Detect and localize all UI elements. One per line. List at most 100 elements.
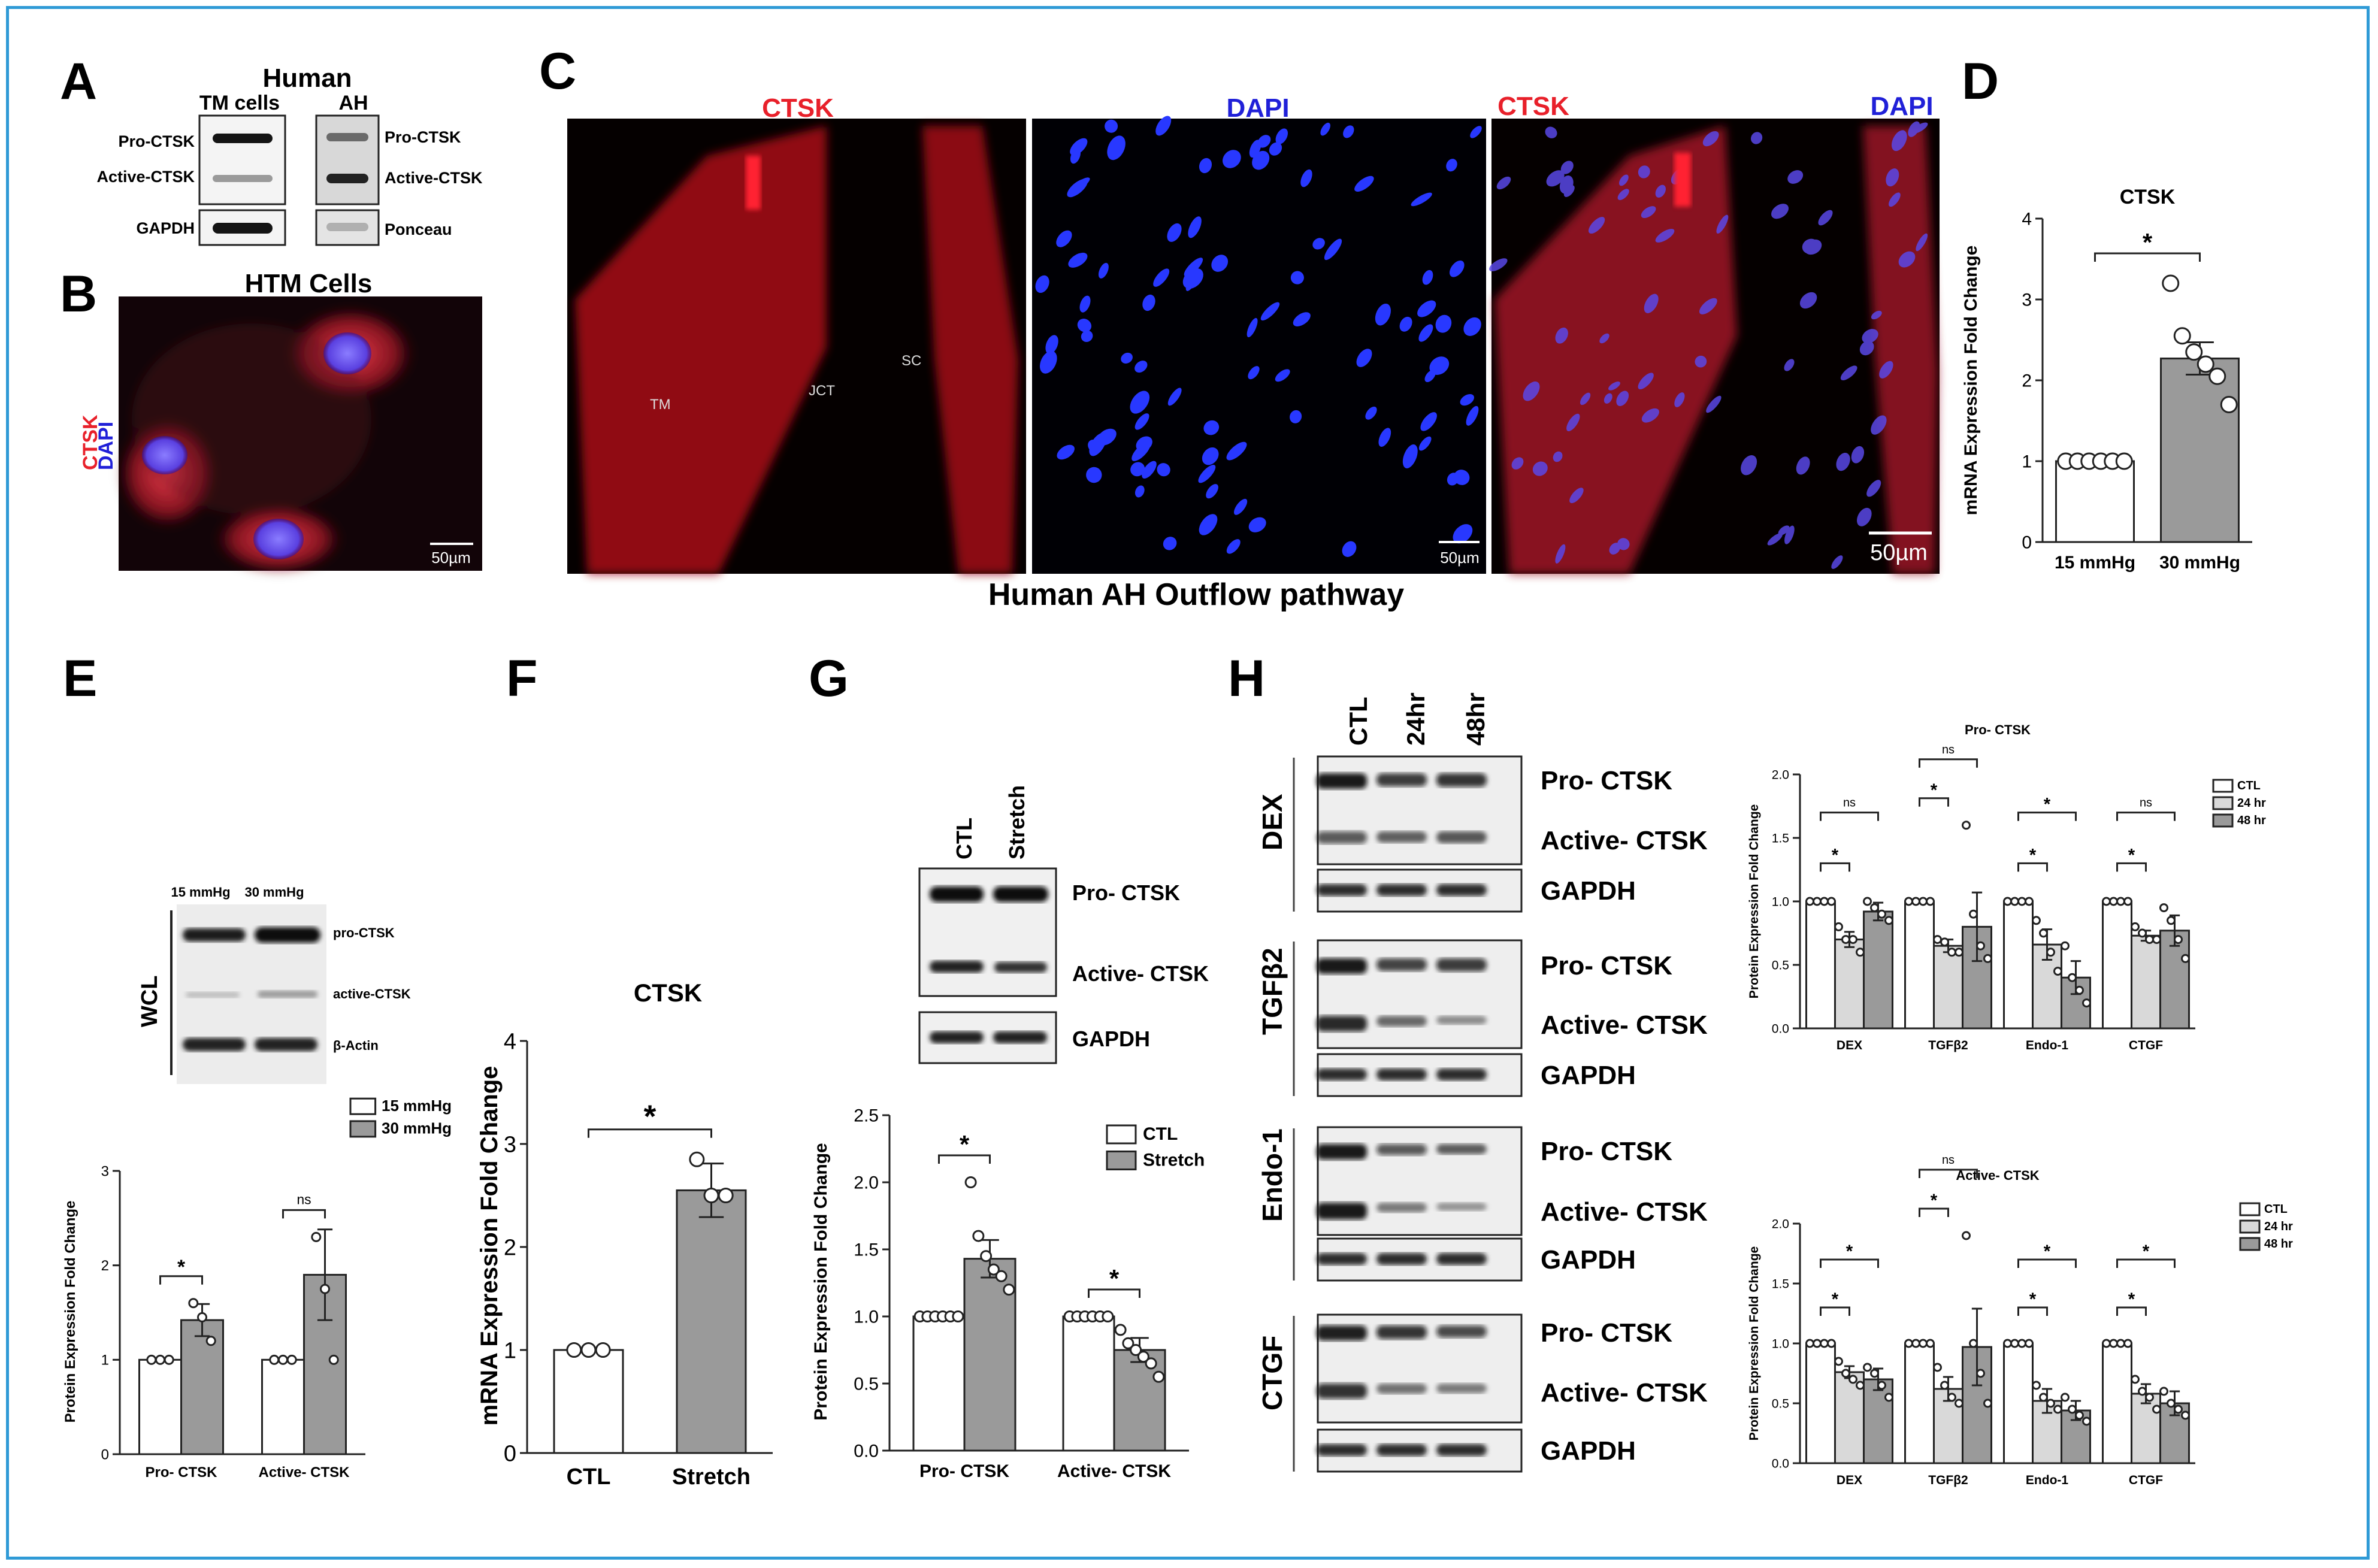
- y-tick-label: 1.5: [1772, 831, 1789, 845]
- dapi-nucleus: [1275, 128, 1288, 144]
- data-point: [1145, 1357, 1157, 1370]
- data-point: [146, 1354, 157, 1365]
- charts-layer: 0 1 2 3 4 CTSK mRNA Expression Fold Change 15 m…: [62, 53, 2293, 1490]
- panel-c-caption: Human AH Outflow pathway: [988, 577, 1404, 612]
- data-point: [2181, 1410, 2190, 1420]
- data-point: [1884, 1393, 1893, 1402]
- bar: [912, 1315, 966, 1452]
- dapi-nucleus: [1056, 230, 1072, 247]
- panel-a-col-tm: TM cells: [199, 92, 280, 114]
- h-blot-0-gapdh-band: [1376, 884, 1427, 896]
- merge-nucleus: [1886, 168, 1899, 187]
- dapi-nucleus: [1142, 294, 1155, 311]
- h-blot-2-row-gapdh: GAPDH: [1541, 1245, 1636, 1275]
- h-blot-3-active-band: [1376, 1384, 1427, 1394]
- merge-nucleus: [1831, 555, 1843, 569]
- data-point: [1969, 909, 1978, 919]
- merge-nucleus: [1555, 327, 1568, 344]
- merge-nucleus: [1641, 206, 1656, 219]
- data-point: [1152, 1370, 1165, 1383]
- bar: [180, 1319, 224, 1455]
- h-blot-0-box: [1317, 755, 1523, 865]
- merge-nucleus: [1706, 395, 1722, 413]
- data-point: [188, 1298, 199, 1309]
- data-point: [1904, 1339, 1913, 1348]
- merge-nucleus: [1588, 217, 1605, 234]
- panel-c-title-dapi: DAPI: [1226, 93, 1289, 123]
- h-blot-0-active-band: [1376, 831, 1427, 843]
- merge-nucleus: [1559, 175, 1574, 194]
- merge-nuclei: [1489, 121, 1928, 569]
- data-point: [2131, 1375, 2140, 1384]
- data-point: [972, 1230, 985, 1242]
- data-point: [1870, 1369, 1879, 1378]
- data-point: [1947, 948, 1956, 957]
- data-point: [1969, 1339, 1978, 1348]
- significance-label: ns: [1843, 797, 1856, 810]
- y-tick-label: 0.5: [854, 1375, 879, 1394]
- data-point: [1805, 1339, 1814, 1348]
- h-blot-3-row-active: Active- CTSK: [1541, 1378, 1708, 1407]
- y-tick-label: 0.5: [1772, 958, 1789, 972]
- dapi-nucleus: [1226, 441, 1247, 461]
- e-band-actin-15: [183, 1038, 246, 1051]
- significance-label: *: [177, 1257, 186, 1279]
- data-point: [1962, 1231, 1971, 1240]
- ah-active-band: [326, 174, 368, 183]
- x-tick-label: Endo-1: [2026, 1039, 2068, 1052]
- dapi-nucleus: [1199, 514, 1218, 535]
- dapi-nucleus: [1466, 405, 1479, 426]
- data-point: [1122, 1337, 1134, 1349]
- data-point: [320, 1284, 330, 1294]
- data-point: [1983, 1399, 1992, 1408]
- merge-nucleus: [1489, 258, 1508, 271]
- dapi-nucleus: [1435, 314, 1452, 333]
- significance-bracket: [1820, 1258, 1879, 1268]
- data-point: [952, 1310, 964, 1322]
- data-point: [1102, 1310, 1114, 1322]
- data-point: [1848, 1375, 1857, 1384]
- bar: [1863, 1378, 1893, 1464]
- significance-bracket: [2017, 1258, 2077, 1268]
- bar: [1113, 1349, 1166, 1452]
- data-point: [2152, 1404, 2161, 1414]
- h-blot-3-active-band: [1436, 1384, 1487, 1394]
- h-blot-col-24: 24hr: [1402, 692, 1430, 746]
- g-band-active-stretch: [994, 962, 1047, 973]
- data-point: [1919, 897, 1928, 906]
- h-blot-1-pro-band: [1436, 958, 1487, 971]
- dapi-nucleus: [1107, 135, 1126, 161]
- legend-swatch: [349, 1097, 377, 1115]
- legend-swatch: [2239, 1237, 2261, 1251]
- legend-swatch: [1106, 1151, 1137, 1170]
- merge-nucleus: [1695, 355, 1707, 368]
- merge-nucleus: [1871, 415, 1887, 435]
- h-blot-0-pro-band: [1376, 773, 1427, 786]
- dapi-nucleus: [1199, 158, 1212, 174]
- h-blot-0-row-pro: Pro- CTSK: [1541, 766, 1672, 795]
- panel-c: C CTSK DAPI CTSK DAPI TM JCT SC 50µm 50µ…: [539, 43, 1940, 612]
- merge-nucleus: [1608, 382, 1620, 391]
- region-tm: TM: [650, 396, 671, 413]
- data-point: [278, 1354, 288, 1365]
- data-point: [197, 1312, 207, 1322]
- chart-f: 0 1 2 3 4 CTSK mRNA Expression Fold Change CTL S…: [476, 979, 773, 1490]
- dapi-nucleus: [1411, 192, 1432, 207]
- h-blot-1-box: [1317, 939, 1523, 1049]
- h-blot-2-row-active: Active- CTSK: [1541, 1197, 1708, 1227]
- y-tick-label: 0.0: [1772, 1022, 1789, 1036]
- legend-label: 30 mmHg: [382, 1119, 452, 1137]
- bar: [2003, 1342, 2034, 1464]
- data-point: [2032, 1381, 2041, 1390]
- y-tick-label: 1: [504, 1338, 516, 1363]
- significance-label: *: [1931, 1191, 1938, 1210]
- dapi-nucleus: [1070, 148, 1081, 164]
- h-blot-3-gapdh-band: [1376, 1444, 1427, 1456]
- data-point: [2174, 1404, 2183, 1414]
- significance-label: *: [1109, 1264, 1120, 1292]
- h-blot-0-active-band: [1436, 831, 1487, 843]
- data-point: [2159, 903, 2168, 913]
- significance-bracket: [2116, 812, 2176, 821]
- dapi-nucleus: [1422, 270, 1433, 285]
- merge-nucleus: [1778, 525, 1790, 535]
